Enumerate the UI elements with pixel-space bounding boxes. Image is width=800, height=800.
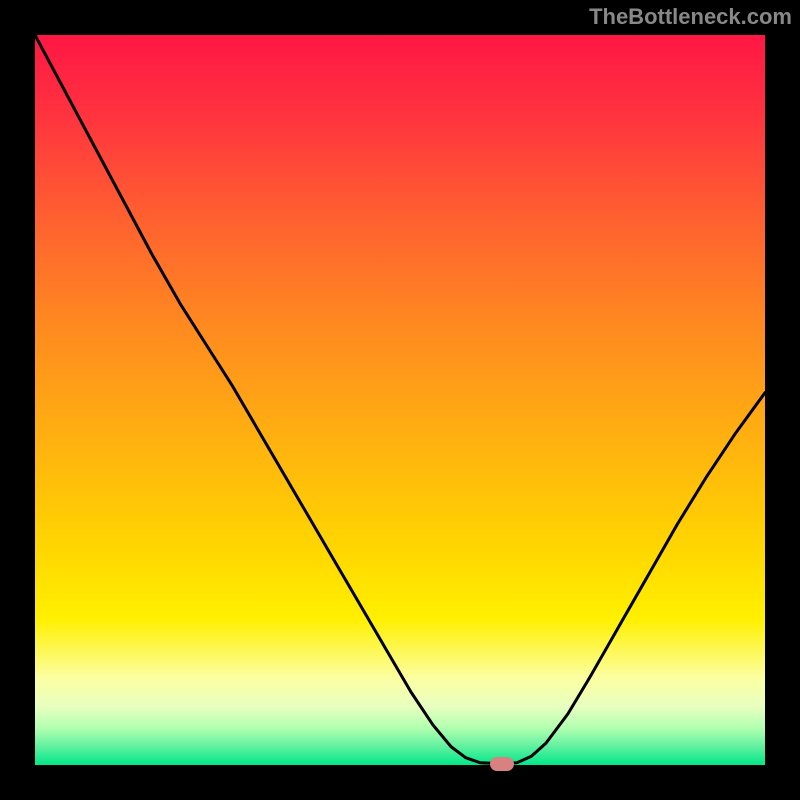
plot-area: [35, 35, 765, 765]
optimal-point-marker: [490, 757, 514, 771]
bottleneck-curve: [35, 35, 765, 765]
watermark-text: TheBottleneck.com: [589, 4, 792, 30]
